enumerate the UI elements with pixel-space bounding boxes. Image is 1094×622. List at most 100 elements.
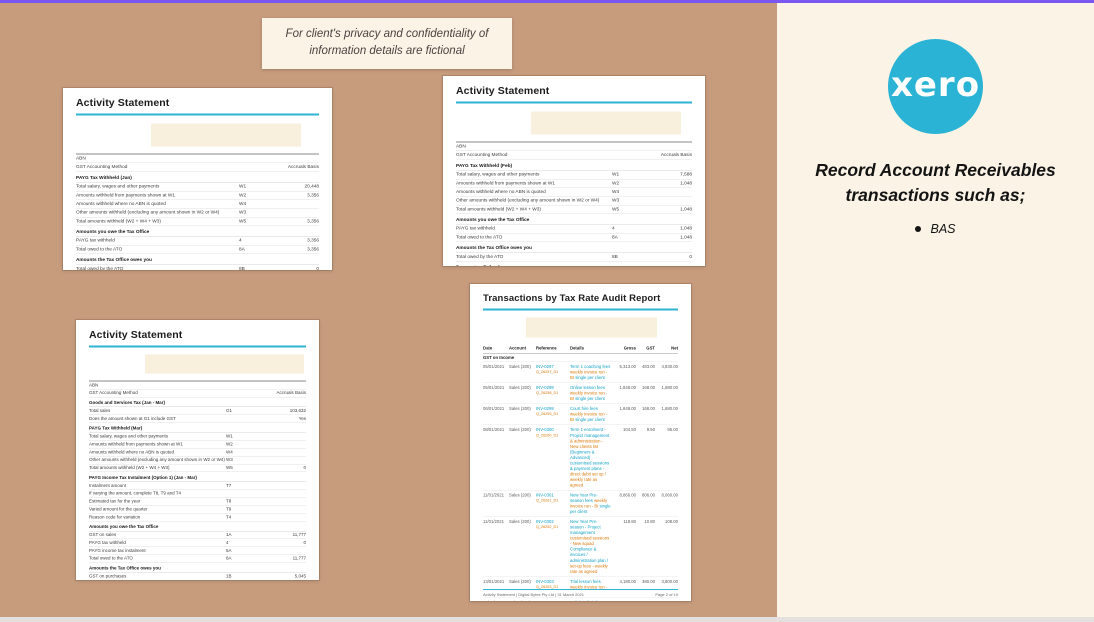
audit-section-label: GST on Income: [483, 354, 678, 363]
statement-row: Total amounts withheld (W2 + W4 + W3) W5 0: [89, 464, 306, 473]
redacted-business-info: [531, 111, 681, 135]
audit-footer: Activity Statement | Digital Bytes Pty L…: [483, 589, 678, 597]
statement-row: Total amounts withheld (W2 + W4 + W3) W5 3…: [76, 217, 319, 226]
statement-row: PAYG tax withheld 4 1,048: [456, 225, 692, 234]
audit-column-header: Date: [483, 345, 493, 351]
statement-row: GST Accounting Method Accruals Basis: [456, 151, 692, 160]
title-underline: [76, 113, 319, 116]
title-underline: [456, 101, 692, 104]
slide-background: For client's privacy and confidentiality…: [0, 3, 777, 617]
statement-section: Payment or Refund: [456, 263, 692, 266]
privacy-note: For client's privacy and confidentiality…: [262, 18, 512, 69]
bottom-edge-strip: [0, 617, 1094, 622]
document-title: Activity Statement: [76, 97, 170, 109]
statement-row: Total salary, wages and other payments W1…: [76, 183, 319, 192]
top-accent-bar: [0, 0, 1094, 3]
statement-section: Amounts the Tax Office owes you: [76, 256, 319, 265]
statement-section: Goods and Services Tax (Jan - Mar): [89, 399, 306, 408]
panel-heading-line1: Record Account Receivables: [815, 160, 1056, 180]
statement-row: ABN: [76, 155, 319, 164]
statement-section: PAYG Tax Withheld (Mar): [89, 425, 306, 433]
audit-column-header: Account: [509, 345, 526, 351]
statement-row: PAYG tax withheld 4 0: [89, 539, 306, 547]
audit-report: Transactions by Tax Rate Audit Report Da…: [470, 284, 691, 601]
document-title: Transactions by Tax Rate Audit Report: [483, 293, 661, 304]
redacted-business-info: [151, 123, 301, 147]
xero-logo-text: xero: [890, 64, 981, 105]
statement-row: PAYG income tax instalment 5A: [89, 547, 306, 555]
statement-row: Total sales G1 103,632: [89, 407, 306, 415]
statement-row: Total owed to the ATO 8A 3,356: [76, 245, 319, 255]
audit-column-header: Gross: [623, 345, 636, 351]
statement-row: Amounts withheld where no ABN is quoted W…: [76, 200, 319, 209]
statement-section: Amounts you owe the Tax Office: [76, 228, 319, 237]
audit-row: 08/01/2021 Sales (200) INV-0300 Q_26260_D1 T…: [483, 425, 678, 491]
statement-row: Amounts withheld from payments shown at …: [89, 441, 306, 449]
activity-statement-feb: Activity Statement ABN GST Accounting Met…: [443, 76, 705, 266]
statement-row: Total owed by the ATO 8B 0: [76, 265, 319, 270]
audit-row: 11/01/2021 Sales (200) INV-0302 Q_26262_D1 N…: [483, 517, 678, 577]
statement-row: GST Accounting Method Accruals Basis: [76, 163, 319, 172]
redacted-business-info: [526, 317, 657, 338]
title-underline: [89, 345, 306, 348]
audit-row: 05/01/2021 Sales (200) INV-0297 Q_26257_D1 T…: [483, 362, 678, 384]
audit-column-header: GST: [646, 345, 655, 351]
document-title: Activity Statement: [456, 85, 550, 97]
panel-bullet-item: BAS: [777, 222, 1094, 236]
audit-footer-page: Page 2 of 19: [655, 592, 678, 598]
audit-row: 13/01/2021 Sales (200) INV-0303 Q_26263_D1 T…: [483, 577, 678, 598]
statement-section: Amounts the Tax Office owes you: [456, 244, 692, 253]
panel-heading: Record Account Receivables transactions …: [777, 158, 1094, 209]
statement-row: Other amounts withheld (excluding any am…: [456, 197, 692, 206]
audit-footer-source: Activity Statement | Digital Bytes Pty L…: [483, 592, 585, 598]
statement-section: Amounts you owe the Tax Office: [456, 216, 692, 225]
audit-header-row: Date Account Reference Details Gross GST Net: [483, 344, 678, 354]
activity-statement-quarterly: Activity Statement ABN GST Accounting Met…: [76, 320, 319, 580]
statement-row: Varied amount for the quarter T9: [89, 506, 306, 514]
statement-section: PAYG Tax Withheld (Feb): [456, 162, 692, 171]
statement-section: Amounts you owe the Tax Office: [89, 523, 306, 532]
title-underline: [483, 308, 678, 311]
statement-row: GST on purchases 1B 5,045: [89, 573, 306, 580]
statement-row: Does the amount shown at G1 include GST Y…: [89, 415, 306, 423]
statement-section: Amounts the Tax Office owes you: [89, 565, 306, 573]
audit-row: 05/01/2021 Sales (200) INV-0298 Q_26258_D1 O…: [483, 383, 678, 405]
statement-row: Amounts withheld from payments shown at …: [456, 179, 692, 188]
statement-row: Total amounts withheld (W2 + W4 + W3) W5 1…: [456, 205, 692, 214]
statement-rows: ABN GST Accounting Method Accruals Basis Go…: [89, 380, 306, 581]
statement-row: Total owed by the ATO 8B 0: [456, 253, 692, 262]
statement-section: PAYG Income Tax Instalment (Option 1) (J…: [89, 474, 306, 482]
bullet-icon: [915, 225, 922, 232]
audit-rows: 05/01/2021 Sales (200) INV-0297 Q_26257_D1 T…: [483, 362, 678, 601]
statement-row: Total salary, wages and other payments W1: [89, 433, 306, 441]
statement-row: If varying the amount, complete T8, T9 a…: [89, 490, 306, 498]
statement-row: GST on sales 1A 11,777: [89, 531, 306, 540]
statement-row: Amounts withheld from payments shown at …: [76, 191, 319, 200]
audit-row: 06/01/2021 Sales (200) INV-0299 Q_26259_D1 C…: [483, 404, 678, 426]
xero-logo-icon: xero: [888, 39, 983, 134]
statement-row: Reason code for variation T4: [89, 514, 306, 522]
statement-row: PAYG tax withheld 4 3,356: [76, 237, 319, 246]
audit-column-header: Net: [671, 345, 678, 351]
panel-bullet-label: BAS: [930, 221, 956, 236]
statement-row: ABN: [89, 382, 306, 390]
statement-row: Amounts withheld where no ABN is quoted W…: [456, 188, 692, 197]
statement-row: Instalment amount T7: [89, 482, 306, 490]
statement-row: Total owed to the ATO 8A 1,048: [456, 233, 692, 243]
panel-heading-line2: transactions such as;: [845, 185, 1026, 206]
audit-row: 11/01/2021 Sales (200) INV-0301 Q_26261_D1 N…: [483, 490, 678, 518]
info-panel: xero Record Account Receivables transact…: [777, 0, 1094, 622]
statement-row: Other amounts withheld (excluding any am…: [76, 209, 319, 218]
activity-statement-jan: Activity Statement ABN GST Accounting Met…: [63, 88, 332, 270]
statement-row: GST Accounting Method Accruals Basis: [89, 389, 306, 398]
statement-row: Total salary, wages and other payments W1…: [456, 171, 692, 180]
statement-row: Other amounts withheld (excluding any am…: [89, 456, 306, 465]
statement-row: Estimated tax for the year T8: [89, 498, 306, 506]
audit-column-header: Details: [570, 345, 584, 351]
audit-column-header: Reference: [536, 345, 557, 351]
statement-row: Amounts withheld where no ABN is quoted W…: [89, 449, 306, 457]
statement-rows: ABN GST Accounting Method Accruals Basis PA…: [76, 153, 319, 270]
redacted-business-info: [145, 354, 304, 374]
